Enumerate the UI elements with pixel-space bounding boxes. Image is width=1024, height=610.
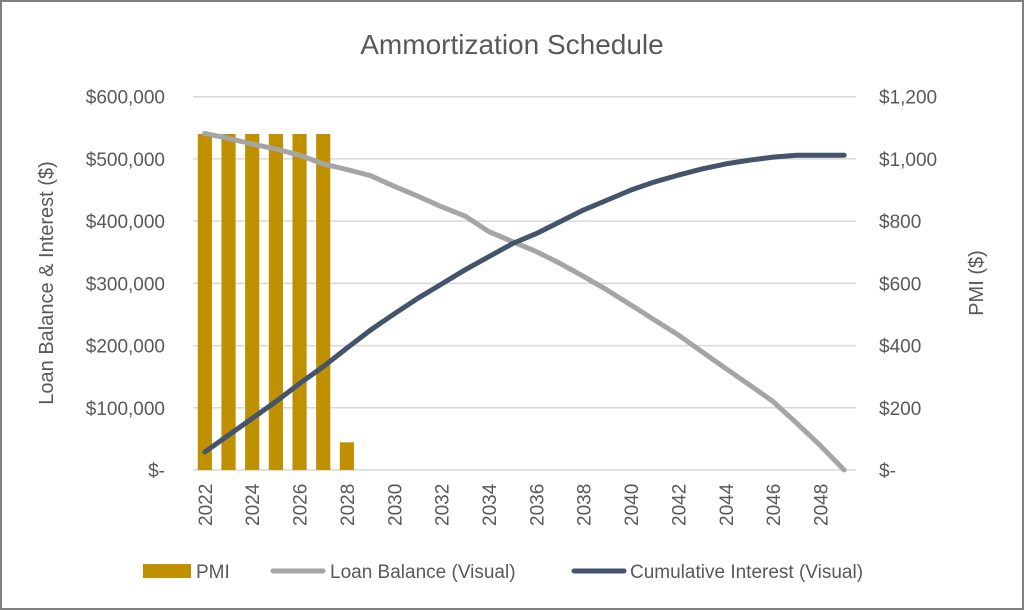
right-tick-label: $400 xyxy=(879,337,921,358)
right-axis-ticks: $- $200 $400 $600 $800 $1,000 $1,200 xyxy=(879,88,937,482)
right-tick-label: $600 xyxy=(879,274,921,295)
pmi-bars xyxy=(197,134,355,470)
cumulative-interest-line xyxy=(202,152,847,455)
legend-label-pmi: PMI xyxy=(196,562,230,583)
x-tick-label: 2044 xyxy=(717,483,738,526)
pmi-bar xyxy=(316,134,331,470)
right-tick-label: $- xyxy=(879,461,896,482)
x-tick-label: 2034 xyxy=(480,483,501,526)
right-tick-label: $200 xyxy=(879,399,921,420)
chart-title: Ammortization Schedule xyxy=(360,29,663,60)
left-axis-title: Loan Balance & Interest ($) xyxy=(36,161,58,404)
left-tick-label: $500,000 xyxy=(86,150,165,171)
x-tick-label: 2030 xyxy=(385,484,406,526)
pmi-bar xyxy=(245,134,260,470)
x-tick-label: 2022 xyxy=(196,484,217,526)
right-axis-title: PMI ($) xyxy=(966,250,988,316)
legend-label-loan-balance: Loan Balance (Visual) xyxy=(330,562,516,583)
pmi-bar xyxy=(339,442,355,470)
x-tick-label: 2028 xyxy=(338,484,359,526)
pmi-bar xyxy=(292,134,307,470)
left-tick-label: $200,000 xyxy=(86,337,165,358)
x-tick-label: 2048 xyxy=(811,484,832,526)
right-tick-label: $1,200 xyxy=(879,88,937,109)
pmi-bar xyxy=(221,134,236,470)
legend-label-cumulative-interest: Cumulative Interest (Visual) xyxy=(630,562,863,583)
x-tick-label: 2038 xyxy=(575,484,596,526)
left-axis-ticks: $- $100,000 $200,000 $300,000 $400,000 $500,0… xyxy=(86,88,165,482)
x-tick-label: 2032 xyxy=(433,484,454,526)
x-tick-label: 2024 xyxy=(243,483,264,526)
left-tick-label: $400,000 xyxy=(86,212,165,233)
pmi-bar xyxy=(268,134,283,470)
legend-swatch-pmi xyxy=(143,564,191,578)
loan-balance-line xyxy=(202,130,847,473)
x-tick-label: 2040 xyxy=(622,484,643,526)
x-tick-label: 2036 xyxy=(527,484,548,526)
left-tick-label: $- xyxy=(148,461,165,482)
x-tick-label: 2046 xyxy=(764,484,785,526)
left-tick-label: $600,000 xyxy=(86,88,165,109)
left-tick-label: $100,000 xyxy=(86,399,165,420)
x-axis-ticks: 2022 2024 2026 2028 2030 2032 2034 2036 2038 2040… xyxy=(196,483,833,526)
x-tick-label: 2026 xyxy=(291,484,312,526)
left-tick-label: $300,000 xyxy=(86,274,165,295)
pmi-bar xyxy=(197,134,212,470)
x-tick-label: 2042 xyxy=(669,484,690,526)
legend: PMI Loan Balance (Visual) Cumulative Int… xyxy=(143,562,863,583)
series-lines xyxy=(202,130,847,473)
right-tick-label: $1,000 xyxy=(879,150,937,171)
right-tick-label: $800 xyxy=(879,212,921,233)
